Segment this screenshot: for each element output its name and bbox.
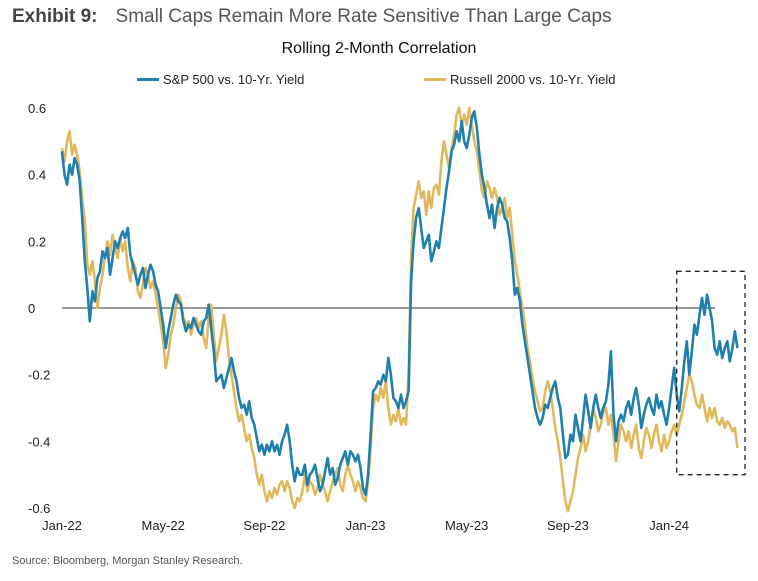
legend-label-sp500: S&P 500 vs. 10-Yr. Yield [163, 72, 305, 87]
highlight-box [676, 270, 746, 476]
x-tick-label: May-22 [142, 518, 185, 533]
x-tick-label: Jan-23 [346, 518, 386, 533]
exhibit-label: Exhibit 9: [12, 6, 98, 27]
legend-swatch-russell [424, 78, 446, 81]
legend-item-russell: Russell 2000 vs. 10-Yr. Yield [424, 72, 615, 87]
y-tick-label: -0.2 [28, 368, 50, 383]
chart-legend: S&P 500 vs. 10-Yr. Yield Russell 2000 vs… [0, 72, 758, 94]
x-tick-label: Jan-22 [42, 518, 82, 533]
y-tick-label: 0.2 [28, 234, 46, 249]
series-line-sp500 [60, 110, 739, 496]
exhibit-header: Exhibit 9: Small Caps Remain More Rate Se… [12, 6, 612, 28]
y-tick-label: -0.6 [28, 501, 50, 516]
legend-swatch-sp500 [137, 78, 159, 81]
y-tick-label: 0.4 [28, 168, 46, 183]
legend-label-russell: Russell 2000 vs. 10-Yr. Yield [450, 72, 616, 87]
x-tick-label: Sep-23 [547, 518, 589, 533]
legend-item-sp500: S&P 500 vs. 10-Yr. Yield [137, 72, 304, 87]
x-tick-label: May-23 [445, 518, 488, 533]
y-tick-label: 0 [28, 301, 35, 316]
x-tick-label: Sep-22 [243, 518, 285, 533]
series-line-russell [60, 106, 739, 513]
y-tick-label: 0.6 [28, 101, 46, 116]
exhibit-title: Small Caps Remain More Rate Sensitive Th… [115, 6, 612, 27]
x-tick-label: Jan-24 [649, 518, 689, 533]
y-tick-label: -0.4 [28, 434, 50, 449]
source-note: Source: Bloomberg, Morgan Stanley Resear… [12, 555, 243, 567]
chart-title: Rolling 2-Month Correlation [281, 40, 477, 57]
